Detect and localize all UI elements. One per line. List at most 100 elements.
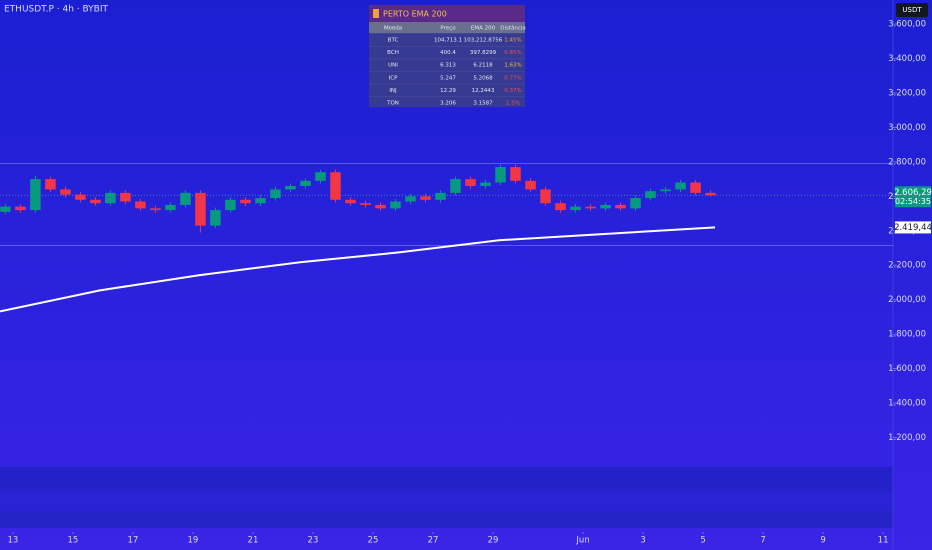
x-tick-label: 23	[308, 536, 319, 546]
table-cell: 1.45%	[504, 38, 521, 44]
lower-pane	[0, 511, 893, 528]
candle-body	[465, 179, 476, 186]
x-tick-label: 11	[878, 536, 889, 546]
candle-body	[15, 206, 26, 211]
currency: USDT	[902, 6, 922, 14]
table-cell: 5.2068	[473, 75, 493, 81]
currency-box	[896, 3, 928, 17]
table-cell: UNI	[388, 63, 398, 69]
candle-body	[510, 167, 521, 181]
table-cell: 0.77%	[504, 75, 521, 81]
candle-body	[165, 204, 176, 211]
y-tick-label: 3.600,00	[888, 20, 926, 30]
table-cell: INJ	[389, 88, 397, 94]
candle-body	[45, 179, 56, 190]
table-cell: 3.206	[440, 101, 456, 107]
table-title-bg	[369, 5, 525, 22]
candle-body	[540, 189, 551, 204]
candle-body	[525, 180, 536, 190]
ema-line	[0, 226, 716, 313]
table-cell: 0.65%	[504, 50, 521, 56]
x-tick-label: 7	[760, 536, 765, 546]
plot-area	[0, 163, 893, 313]
candle-body	[495, 167, 506, 183]
candle-body	[150, 208, 161, 211]
symbol-title: ETHUSDT.P · 4h · BYBIT	[4, 5, 109, 15]
table-title: PERTO EMA 200	[383, 10, 447, 19]
candle-body	[450, 179, 461, 193]
candle-body	[195, 192, 206, 226]
x-tick-label: 25	[368, 536, 379, 546]
table-cell: TON	[386, 101, 399, 107]
candle-body	[225, 199, 236, 211]
candle-body	[390, 201, 401, 209]
table-header: Distância	[500, 25, 526, 32]
candle-body	[690, 182, 701, 193]
y-tick-label: 1.800,00	[888, 330, 926, 340]
ema-price-label: 2.419,44	[894, 223, 932, 233]
y-tick-label: 2.200,00	[888, 261, 926, 271]
table-header: Moeda	[384, 26, 402, 32]
candle-body	[570, 206, 581, 211]
x-tick-label: 9	[820, 536, 825, 546]
candle-body	[435, 192, 446, 200]
candle-body	[75, 194, 86, 200]
lower-pane	[0, 467, 893, 491]
ema-table: PERTO EMA 200 Moeda Preço EMA 200 Distância…	[369, 5, 526, 107]
table-cell: 1.5%	[506, 101, 520, 107]
x-tick-label: 3	[640, 536, 645, 546]
candle-body	[180, 192, 191, 205]
candle-body	[600, 204, 611, 209]
candle-body	[675, 182, 686, 190]
candle-body	[30, 179, 41, 211]
x-tick-label: Jun	[575, 536, 589, 546]
y-tick-label: 3.000,00	[888, 123, 926, 133]
candle-body	[660, 189, 671, 192]
y-tick-label: 3.200,00	[888, 89, 926, 99]
candle-body	[300, 180, 311, 186]
candle-body	[60, 189, 71, 195]
table-cell: 5.247	[440, 75, 456, 81]
x-tick-label: 27	[428, 536, 439, 546]
last-price-label: 2.606,29	[894, 188, 932, 198]
y-tick-label: 2.800,00	[888, 157, 926, 167]
table-cell: 6.313	[440, 63, 456, 69]
candle-body	[480, 182, 491, 186]
candle-body	[555, 203, 566, 211]
candle-body	[135, 201, 146, 209]
candle-body	[120, 192, 131, 202]
candle-body	[210, 210, 221, 226]
table-header: Preço	[440, 26, 456, 32]
x-tick-label: 13	[7, 536, 18, 546]
candle-body	[0, 206, 11, 212]
candle-body	[90, 199, 101, 204]
y-tick-label: 1.400,00	[888, 399, 926, 409]
table-cell: 400.4	[440, 50, 456, 56]
x-tick-label: 21	[248, 536, 259, 546]
y-tick-label: 1.200,00	[888, 433, 926, 443]
table-cell: 3.1587	[473, 101, 493, 107]
table-cell: 6.2118	[473, 63, 493, 69]
countdown: 02:54:35	[895, 197, 931, 206]
candle-body	[345, 199, 356, 204]
lower-pane	[0, 491, 893, 511]
x-tick-label: 5	[700, 536, 705, 546]
candle-body	[645, 191, 656, 199]
y-tick-label: 1.600,00	[888, 364, 926, 374]
table-cell: 103,212.8756	[464, 38, 503, 44]
ema-price-box	[895, 221, 931, 234]
table-cell: ICP	[389, 75, 398, 81]
x-tick-label: 17	[128, 536, 139, 546]
table-cell: 12.29	[440, 88, 456, 94]
table-cell: BCH	[387, 50, 399, 56]
candle-body	[705, 192, 716, 196]
candle-body	[615, 204, 626, 209]
table-icon	[373, 9, 379, 18]
table-cell: 1.63%	[504, 63, 521, 69]
table-cell: 397.8299	[470, 50, 497, 56]
y-tick-label: 2.000,00	[888, 295, 926, 305]
x-tick-label: 19	[188, 536, 199, 546]
table-header: EMA 200	[471, 26, 496, 32]
candle-body	[420, 196, 431, 200]
candle-body	[315, 172, 326, 181]
